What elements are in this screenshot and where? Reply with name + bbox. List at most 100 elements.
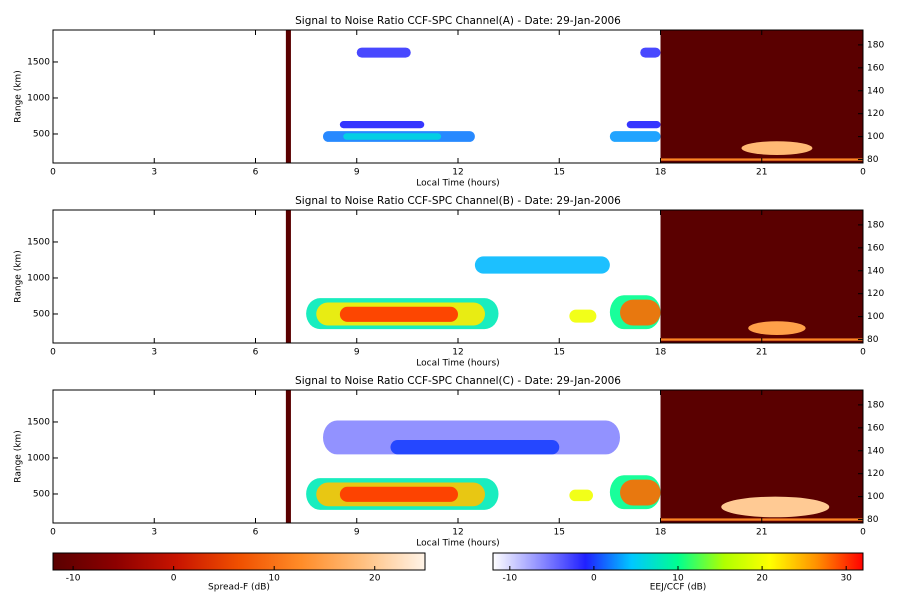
y2-tick-label: 140 xyxy=(867,266,884,276)
y2-tick-label: 140 xyxy=(867,86,884,96)
echo-region xyxy=(640,47,661,58)
echo-region xyxy=(609,131,661,142)
x-tick-label: 6 xyxy=(253,348,259,358)
colorbar-tick-label: 20 xyxy=(756,574,768,584)
spread-f-region xyxy=(721,496,830,518)
echo-region xyxy=(474,256,610,274)
colorbar-tick-label: 10 xyxy=(268,574,280,584)
x-tick-label: 21 xyxy=(756,168,767,178)
plot-area xyxy=(285,210,863,343)
colorbar-tick-label: 20 xyxy=(369,574,381,584)
x-tick-label: 6 xyxy=(253,168,259,178)
x-tick-label: 3 xyxy=(151,348,157,358)
y-axis-label: Range (km) xyxy=(14,250,24,302)
y2-tick-label: 180 xyxy=(867,40,884,50)
x-tick-label: 0 xyxy=(860,528,866,538)
x-tick-label: 12 xyxy=(452,528,463,538)
x-tick-label: 15 xyxy=(554,348,565,358)
echo-region xyxy=(569,489,593,502)
y2-tick-label: 100 xyxy=(867,132,884,142)
x-tick-label: 0 xyxy=(50,348,56,358)
colorbar-tick-label: 0 xyxy=(171,574,177,584)
spread-f-region xyxy=(285,210,291,343)
spread-f-region xyxy=(285,390,291,523)
y2-tick-label: 120 xyxy=(867,469,884,479)
x-tick-label: 3 xyxy=(151,168,157,178)
y-tick-label: 1000 xyxy=(27,273,50,283)
plot-area xyxy=(285,30,863,163)
x-tick-label: 9 xyxy=(354,348,360,358)
y-axis-label: Range (km) xyxy=(14,70,24,122)
y-tick-label: 1500 xyxy=(27,237,50,247)
spread-f-region xyxy=(741,141,813,155)
x-tick-label: 21 xyxy=(756,528,767,538)
colorbar-tick-label: -10 xyxy=(66,574,81,584)
x-tick-label: 3 xyxy=(151,528,157,538)
y2-tick-label: 80 xyxy=(867,515,879,525)
echo-region xyxy=(339,121,425,129)
y-tick-label: 500 xyxy=(33,489,50,499)
y-axis-label: Range (km) xyxy=(14,430,24,482)
colorbar-tick-label: 0 xyxy=(591,574,597,584)
colorbar-label: Spread-F (dB) xyxy=(208,583,270,593)
spread-f-region xyxy=(285,30,291,163)
x-tick-label: 0 xyxy=(860,348,866,358)
echo-region xyxy=(620,479,661,506)
x-tick-label: 12 xyxy=(452,348,463,358)
echo-region xyxy=(626,121,661,129)
colorbar-tick-label: 30 xyxy=(840,574,852,584)
y-tick-label: 1000 xyxy=(27,93,50,103)
x-axis-label: Local Time (hours) xyxy=(416,179,499,189)
y2-tick-label: 180 xyxy=(867,400,884,410)
echo-region xyxy=(339,306,458,322)
y-tick-label: 1500 xyxy=(27,417,50,427)
y2-tick-label: 120 xyxy=(867,289,884,299)
echo-region xyxy=(390,439,560,455)
x-tick-label: 0 xyxy=(860,168,866,178)
echo-region xyxy=(620,299,661,326)
spread-f-region xyxy=(660,30,863,163)
y2-tick-label: 160 xyxy=(867,423,884,433)
y-tick-label: 500 xyxy=(33,129,50,139)
panel-title: Signal to Noise Ratio CCF-SPC Channel(B)… xyxy=(295,195,621,207)
x-tick-label: 21 xyxy=(756,348,767,358)
colorbar xyxy=(52,552,426,571)
spread-f-region xyxy=(660,210,863,343)
x-tick-label: 12 xyxy=(452,168,463,178)
y2-tick-label: 80 xyxy=(867,335,879,345)
panel-title: Signal to Noise Ratio CCF-SPC Channel(A)… xyxy=(295,15,621,27)
y-tick-label: 1500 xyxy=(27,57,50,67)
plot-area xyxy=(285,390,863,523)
panel-title: Signal to Noise Ratio CCF-SPC Channel(C)… xyxy=(295,375,621,387)
y2-tick-label: 100 xyxy=(867,492,884,502)
x-tick-label: 15 xyxy=(554,168,565,178)
echo-region xyxy=(356,47,411,58)
x-axis-label: Local Time (hours) xyxy=(416,359,499,369)
x-tick-label: 18 xyxy=(655,348,667,358)
echo-region xyxy=(339,486,458,502)
colorbar-tick-label: -10 xyxy=(502,574,517,584)
colorbar-label: EEJ/CCF (dB) xyxy=(650,583,707,593)
x-axis-label: Local Time (hours) xyxy=(416,539,499,549)
echo-region xyxy=(343,133,442,140)
y-tick-label: 1000 xyxy=(27,453,50,463)
x-tick-label: 9 xyxy=(354,168,360,178)
y2-tick-label: 160 xyxy=(867,243,884,253)
y2-tick-label: 80 xyxy=(867,155,879,165)
x-tick-label: 18 xyxy=(655,168,667,178)
y-tick-label: 500 xyxy=(33,309,50,319)
echo-region xyxy=(569,309,597,323)
y2-tick-label: 120 xyxy=(867,109,884,119)
x-tick-label: 9 xyxy=(354,528,360,538)
x-tick-label: 0 xyxy=(50,528,56,538)
y2-tick-label: 100 xyxy=(867,312,884,322)
x-tick-label: 0 xyxy=(50,168,56,178)
spread-f-region xyxy=(748,321,806,335)
x-tick-label: 18 xyxy=(655,528,667,538)
y2-tick-label: 140 xyxy=(867,446,884,456)
y2-tick-label: 180 xyxy=(867,220,884,230)
x-tick-label: 6 xyxy=(253,528,259,538)
colorbar-tick-label: 10 xyxy=(672,574,684,584)
x-tick-label: 15 xyxy=(554,528,565,538)
